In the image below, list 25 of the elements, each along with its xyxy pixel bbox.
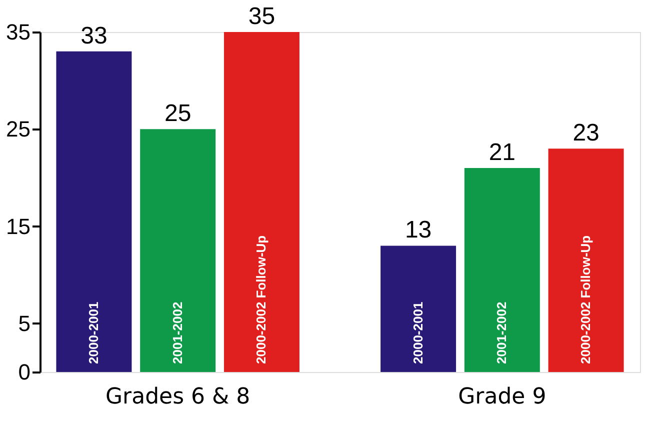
bar xyxy=(56,51,132,372)
data-label: 35 xyxy=(248,3,276,30)
y-tick-label: 15 xyxy=(6,214,30,239)
y-tick-label: 35 xyxy=(6,20,30,44)
text: 2001-2002 xyxy=(494,302,510,364)
text: 2000-2002 Follow-Up xyxy=(578,235,594,364)
series-label: 2000-2001 xyxy=(86,302,101,364)
bar xyxy=(464,168,540,372)
y-tick-label: 0 xyxy=(18,360,30,384)
data-label: 33 xyxy=(80,22,108,50)
data-label: 23 xyxy=(572,120,600,147)
y-tick-label: 25 xyxy=(6,116,30,142)
data-label: 21 xyxy=(488,139,516,166)
bar xyxy=(224,32,300,372)
series-label: 2001-2002 xyxy=(170,302,185,364)
data-label: 25 xyxy=(164,100,192,128)
x-tick-label: Grade 9 xyxy=(458,384,546,410)
series-label: 2000-2002 Follow-Up xyxy=(254,235,269,364)
bar xyxy=(140,129,216,372)
text: 2000-2001 xyxy=(410,302,426,364)
bar xyxy=(380,246,456,372)
bar xyxy=(548,148,624,372)
x-tick-label: Grades 6 & 8 xyxy=(106,384,250,410)
y-tick-label: 5 xyxy=(18,310,30,336)
data-label: 13 xyxy=(404,216,432,244)
